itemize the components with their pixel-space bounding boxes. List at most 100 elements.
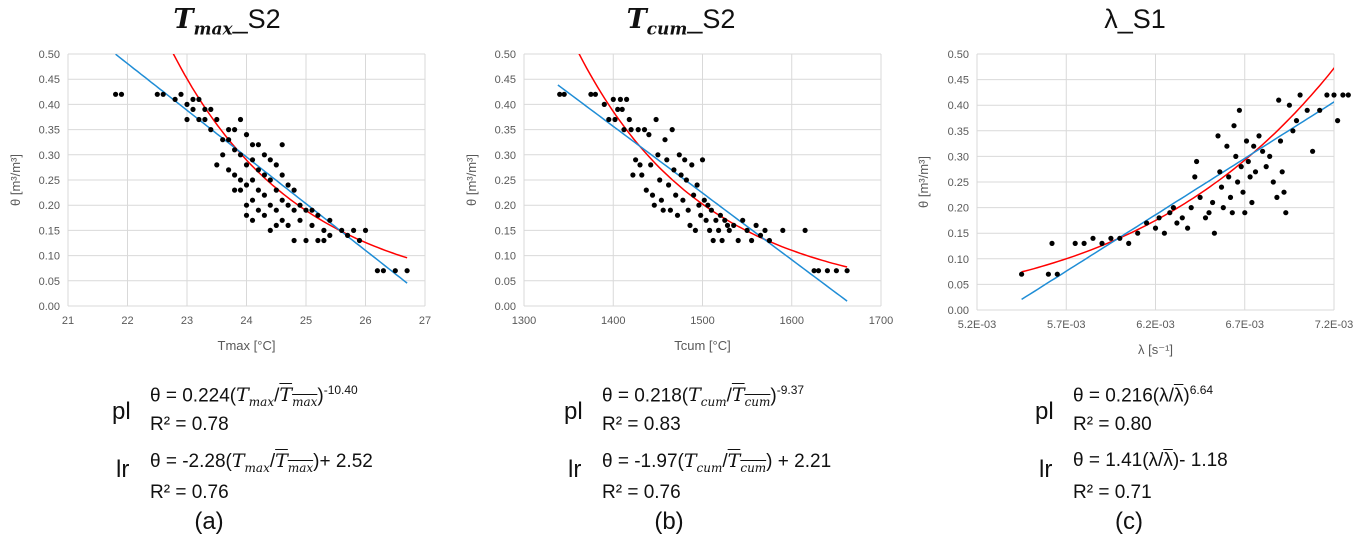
data-point bbox=[243, 202, 250, 208]
data-point bbox=[279, 197, 285, 203]
linear-equation: θ = -2.28(Tmax/Tmax)+ 2.52 bbox=[150, 450, 373, 475]
data-point bbox=[811, 268, 817, 274]
data-point bbox=[664, 157, 670, 163]
x-tick-label: 1600 bbox=[780, 315, 804, 327]
x-tick-label: 26 bbox=[359, 315, 371, 327]
y-tick-label: 0.35 bbox=[495, 125, 516, 137]
x-axis-label: Tcum [°C] bbox=[674, 338, 730, 353]
data-point bbox=[291, 187, 297, 193]
data-point bbox=[610, 96, 616, 102]
linear-fit-line bbox=[115, 54, 408, 284]
data-point bbox=[621, 127, 627, 133]
data-point bbox=[701, 197, 707, 203]
data-point bbox=[1211, 230, 1217, 236]
power-fit-curve bbox=[578, 54, 848, 268]
data-point bbox=[678, 172, 684, 178]
data-point bbox=[1340, 92, 1346, 98]
data-point bbox=[214, 162, 220, 168]
data-point bbox=[824, 268, 830, 274]
title-var: Tmax bbox=[173, 4, 233, 40]
data-point bbox=[214, 116, 220, 123]
data-point bbox=[279, 142, 285, 148]
data-point bbox=[844, 268, 850, 274]
data-point bbox=[694, 182, 700, 188]
data-point bbox=[184, 101, 190, 107]
data-point bbox=[1202, 215, 1209, 221]
y-tick-label: 0.10 bbox=[495, 251, 516, 263]
data-point bbox=[1170, 205, 1176, 211]
data-point bbox=[309, 222, 315, 228]
data-point bbox=[160, 91, 166, 97]
y-tick-label: 0.35 bbox=[948, 126, 969, 138]
data-point bbox=[762, 227, 768, 233]
x-axis-label: Tmax [°C] bbox=[218, 338, 276, 353]
data-point bbox=[243, 162, 250, 168]
data-point bbox=[635, 127, 641, 133]
x-tick-label: 6.7E-03 bbox=[1225, 319, 1264, 331]
data-point bbox=[249, 142, 256, 148]
data-point bbox=[351, 227, 357, 233]
data-point bbox=[660, 207, 666, 213]
data-point bbox=[617, 96, 623, 102]
x-axis-label: λ [s⁻¹] bbox=[1138, 342, 1173, 357]
y-tick-label: 0.05 bbox=[39, 276, 60, 288]
data-point bbox=[261, 152, 267, 158]
data-point bbox=[172, 96, 178, 102]
data-point bbox=[680, 197, 686, 203]
data-point bbox=[273, 162, 279, 168]
scatter-plot: 0.00 0.05 0.10 0.15 0.20 0.25 0.30 0.35 0.40 0.45… bbox=[916, 49, 1353, 357]
x-tick-label: 6.2E-03 bbox=[1136, 319, 1175, 331]
x-tick-label: 25 bbox=[300, 315, 312, 327]
data-point bbox=[673, 192, 679, 198]
data-point bbox=[1231, 123, 1237, 129]
data-point bbox=[303, 207, 309, 213]
data-point bbox=[232, 187, 238, 193]
power-fit-curve bbox=[172, 54, 408, 259]
data-point bbox=[267, 177, 273, 183]
data-point bbox=[1260, 148, 1266, 154]
data-point bbox=[658, 197, 664, 203]
data-point bbox=[601, 101, 607, 107]
x-tick-label: 21 bbox=[62, 315, 74, 327]
data-point bbox=[1233, 153, 1239, 159]
x-tick-label: 24 bbox=[240, 315, 252, 327]
data-point bbox=[1192, 174, 1198, 180]
y-tick-label: 0.00 bbox=[495, 301, 516, 313]
data-point bbox=[1226, 174, 1232, 180]
data-point bbox=[724, 222, 731, 228]
data-point bbox=[1310, 148, 1316, 154]
data-point bbox=[749, 237, 755, 244]
power-law-equation: θ = 0.224(Tmax/Tmax)-10.40 bbox=[150, 383, 358, 410]
data-point bbox=[297, 217, 303, 223]
y-tick-label: 0.50 bbox=[948, 49, 969, 61]
data-point bbox=[722, 217, 728, 223]
y-axis-label: θ [m³/m³] bbox=[8, 154, 23, 206]
data-point bbox=[1156, 215, 1162, 221]
data-point bbox=[232, 172, 238, 178]
data-point bbox=[1217, 169, 1223, 175]
x-tick-label: 1700 bbox=[869, 315, 893, 327]
data-point bbox=[1206, 210, 1212, 216]
y-tick-label: 0.10 bbox=[39, 251, 60, 263]
data-point bbox=[1335, 118, 1341, 124]
data-point bbox=[637, 162, 643, 168]
data-point bbox=[780, 227, 786, 233]
data-point bbox=[1229, 210, 1235, 216]
linear-tag: lr bbox=[116, 456, 130, 483]
data-point bbox=[273, 187, 279, 193]
data-point bbox=[674, 212, 681, 218]
data-point bbox=[630, 172, 636, 178]
data-point bbox=[243, 132, 250, 138]
data-point bbox=[255, 142, 261, 148]
data-point bbox=[327, 217, 333, 223]
power-law-equation: θ = 0.216(λ/λ)6.64 bbox=[1073, 383, 1214, 407]
power-law-tag: pl bbox=[112, 398, 131, 425]
data-point bbox=[315, 237, 321, 244]
power-law-tag: pl bbox=[1035, 398, 1054, 425]
data-point bbox=[1090, 235, 1096, 241]
power-law-equation: θ = 0.218(Tcum/Tcum)-9.37 bbox=[602, 383, 805, 410]
data-point bbox=[1267, 153, 1273, 159]
chart-title: Tcum_S2 bbox=[454, 4, 908, 39]
data-point bbox=[1218, 184, 1225, 190]
data-point bbox=[1297, 92, 1303, 98]
